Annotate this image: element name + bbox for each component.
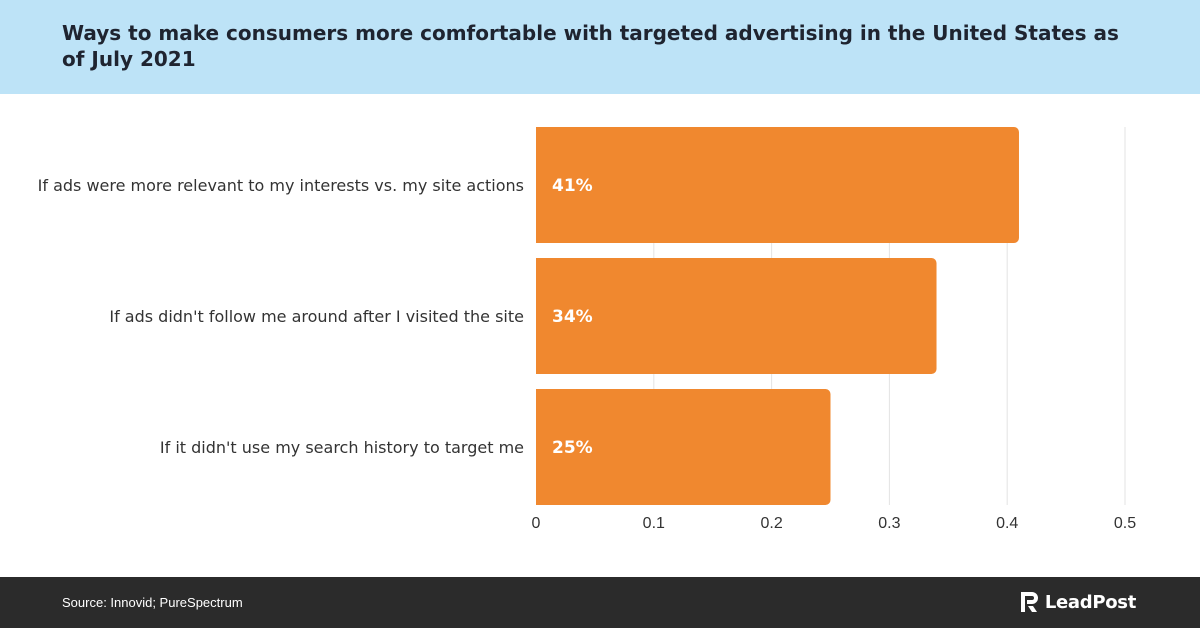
data-label: 41% <box>552 176 593 196</box>
leadpost-logo-icon <box>1020 592 1038 612</box>
x-tick-label: 0.5 <box>1114 515 1136 532</box>
footer-bar: Source: Innovid; PureSpectrum LeadPost <box>0 577 1200 628</box>
bar <box>536 127 1019 243</box>
bar-chart: 0 0.1 0.2 0.3 0.4 0.5 41% If ads were more rele… <box>38 127 1137 532</box>
x-tick-label: 0 <box>532 515 541 532</box>
labels: 0 0.1 0.2 0.3 0.4 0.5 41% If ads were more rele… <box>38 176 1137 532</box>
x-tick-label: 0.1 <box>643 515 665 532</box>
data-label: 34% <box>552 307 593 327</box>
bar <box>536 389 831 505</box>
header-banner: Ways to make consumers more comfortable … <box>0 0 1200 94</box>
brand-logo[interactable]: LeadPost <box>1019 590 1136 614</box>
bars <box>536 127 1019 505</box>
x-tick-label: 0.4 <box>996 515 1018 532</box>
category-label: If ads were more relevant to my interest… <box>38 176 524 195</box>
x-tick-label: 0.3 <box>878 515 900 532</box>
category-label: If it didn't use my search history to ta… <box>160 438 524 457</box>
category-label: If ads didn't follow me around after I v… <box>109 307 524 326</box>
brand-name: LeadPost <box>1044 591 1136 613</box>
x-tick-label: 0.2 <box>760 515 782 532</box>
bar <box>536 258 937 374</box>
data-label: 25% <box>552 438 593 458</box>
source-text: Source: Innovid; PureSpectrum <box>62 595 243 610</box>
chart-title: Ways to make consumers more comfortable … <box>62 21 1119 71</box>
